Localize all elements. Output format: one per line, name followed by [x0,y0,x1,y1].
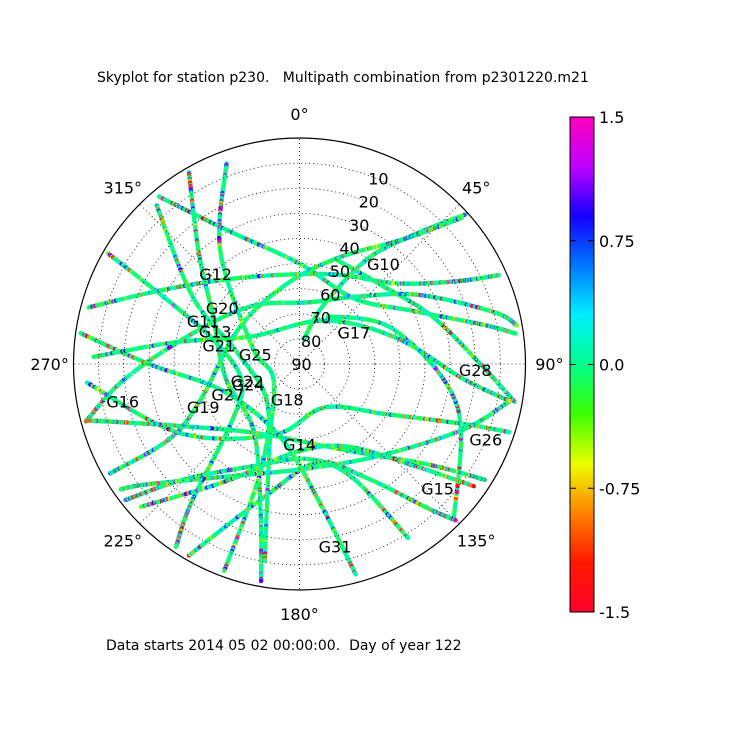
track-point [507,398,512,404]
track-point [118,487,123,492]
track-point [173,544,179,549]
track-point [222,568,227,573]
chart-title: Skyplot for station p230. Multipath comb… [97,70,589,86]
track-point [353,572,358,577]
track-point [514,323,520,328]
track-point [507,430,512,435]
track-point [86,418,91,423]
track-point [325,314,330,319]
track-point [301,336,307,342]
track-point [459,215,464,221]
track-point [258,578,264,584]
track-layer [78,161,520,584]
satellite-track-g14 [84,380,512,441]
